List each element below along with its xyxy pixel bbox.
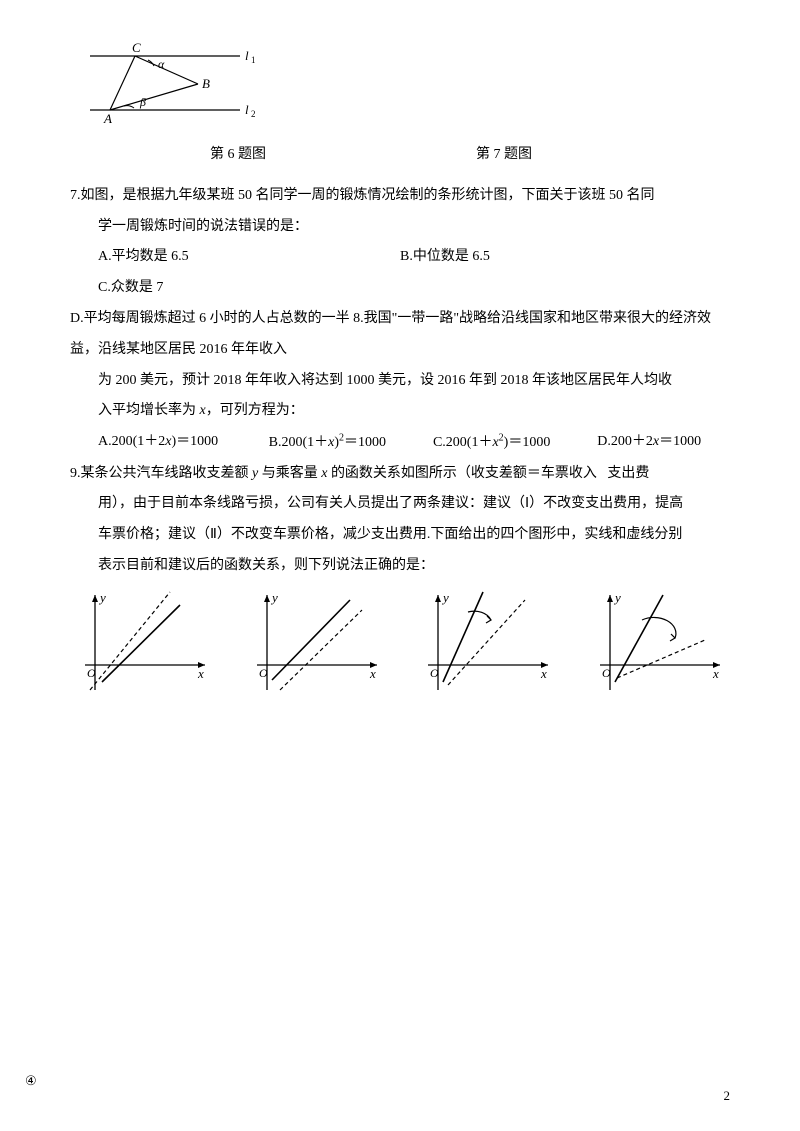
q9-stem-line2: 用），由于目前本条线路亏损，公司有关人员提出了两条建议：建议（Ⅰ）不改变支出费用…	[70, 489, 730, 520]
svg-text:y: y	[270, 590, 278, 605]
page-number: 2	[724, 1082, 731, 1111]
q9-stem-line3: 车票价格；建议（Ⅱ）不改变车票价格，减少支出费用.下面给出的四个图形中，实线和虚…	[70, 520, 730, 551]
q7-optB: B.中位数是 6.5	[400, 242, 730, 273]
fig6-caption: 第 6 题图	[210, 140, 266, 171]
q9-chart-4: O x y	[585, 590, 730, 700]
q7-stem-line2: 学一周锻炼时间的说法错误的是：	[70, 212, 730, 243]
svg-text:A: A	[103, 111, 112, 126]
svg-text:β: β	[139, 95, 146, 109]
q8-optB-text: B.200(1＋x)2＝1000	[269, 435, 386, 450]
svg-text:C: C	[132, 40, 141, 55]
svg-text:O: O	[602, 666, 611, 680]
svg-text:x: x	[369, 666, 376, 681]
q7-optC: C.众数是 7	[70, 273, 400, 304]
q8-optA: A.200(1＋2x)＝1000	[98, 427, 269, 458]
svg-text:1: 1	[251, 55, 256, 65]
q8-optA-text: A.200(1＋2x)＝1000	[98, 434, 218, 449]
svg-text:l: l	[245, 102, 249, 117]
q8-options: A.200(1＋2x)＝1000 B.200(1＋x)2＝1000 C.200(…	[70, 427, 730, 458]
svg-text:x: x	[712, 666, 719, 681]
svg-text:y: y	[98, 590, 106, 605]
svg-text:B: B	[202, 76, 210, 91]
q7-options-row1: A.平均数是 6.5 B.中位数是 6.5	[70, 242, 730, 273]
svg-text:x: x	[197, 666, 204, 681]
q7-options-row2: C.众数是 7	[70, 273, 730, 304]
q8-optD: D.200＋2x＝1000	[597, 427, 730, 458]
svg-text:x: x	[540, 666, 547, 681]
q8-line3-suffix: ，可列方程为：	[206, 403, 304, 418]
q8-line3: 入平均增长率为 x，可列方程为：	[70, 396, 730, 427]
q8-line2: 为 200 美元，预计 2018 年年收入将达到 1000 美元，设 2016 …	[70, 366, 730, 397]
q7-optA: A.平均数是 6.5	[70, 242, 400, 273]
q9-chart-1: O x y	[70, 590, 215, 700]
q9-chart-3: O x y	[413, 590, 558, 700]
q7-optD-prefix	[400, 273, 730, 304]
q9-chart-2: O x y	[242, 590, 387, 700]
page: C A B α β l 1 l 2 第 6 题图 第 7 题图 7.如图，是根据…	[0, 0, 800, 1131]
fig7-caption: 第 7 题图	[476, 140, 532, 171]
q8-optC: C.200(1＋x2)＝1000	[433, 427, 597, 458]
svg-text:O: O	[259, 666, 268, 680]
q8-optC-text: C.200(1＋x2)＝1000	[433, 435, 550, 450]
q8-optB: B.200(1＋x)2＝1000	[269, 427, 433, 458]
q7-stem-line1: 7.如图，是根据九年级某班 50 名同学一周的锻炼情况绘制的条形统计图，下面关于…	[70, 181, 730, 212]
q9-stem-line4: 表示目前和建议后的函数关系，则下列说法正确的是：	[70, 551, 730, 582]
svg-text:α: α	[158, 57, 165, 71]
q9-charts: O x y O x y O x y	[70, 590, 730, 700]
svg-text:O: O	[87, 666, 96, 680]
q9-stem-line1: 9.某条公共汽车线路收支差额 y 与乘客量 x 的函数关系如图所示（收支差额＝车…	[70, 459, 730, 490]
figure-row: C A B α β l 1 l 2	[70, 40, 730, 130]
svg-text:2: 2	[251, 109, 256, 119]
svg-text:O: O	[430, 666, 439, 680]
figure-captions: 第 6 题图 第 7 题图	[70, 140, 730, 171]
q8-line3-text: 入平均增长率为	[98, 403, 200, 418]
svg-text:l: l	[245, 48, 249, 63]
svg-text:y: y	[613, 590, 621, 605]
q7-optD-q8-line1: D.平均每周锻炼超过 6 小时的人占总数的一半 8.我国"一带一路"战略给沿线国…	[70, 304, 730, 366]
footnote-mark: ④	[25, 1067, 37, 1096]
q8-optD-text: D.200＋2x＝1000	[597, 434, 701, 449]
q6-diagram: C A B α β l 1 l 2	[70, 40, 270, 130]
svg-text:y: y	[441, 590, 449, 605]
